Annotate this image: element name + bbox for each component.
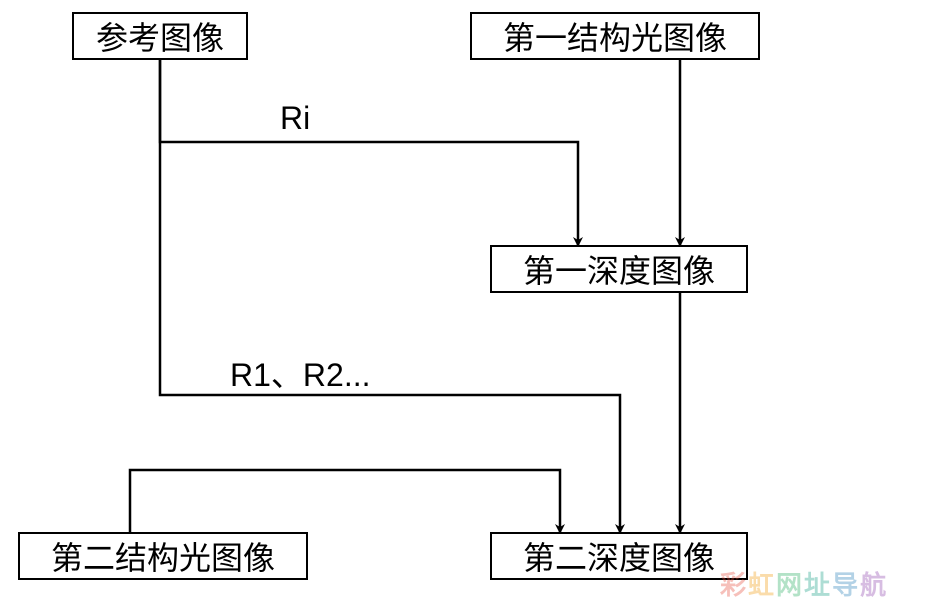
node-ref: 参考图像 <box>72 12 248 60</box>
edges-layer <box>0 0 945 602</box>
edge-label-ri: Ri <box>280 100 310 137</box>
node-sl2-label: 第二结构光图像 <box>51 533 275 579</box>
watermark-char-2: 网 <box>776 570 804 600</box>
node-sl1-label: 第一结构光图像 <box>503 13 727 59</box>
node-depth2-label: 第二深度图像 <box>523 533 715 579</box>
node-depth1: 第一深度图像 <box>490 245 748 293</box>
edge-label-r12: R1、R2... <box>230 350 371 396</box>
node-ref-label: 参考图像 <box>96 13 224 59</box>
node-depth2: 第二深度图像 <box>490 532 748 580</box>
watermark-char-4: 导 <box>832 570 860 600</box>
watermark-char-3: 址 <box>804 570 832 600</box>
node-sl2: 第二结构光图像 <box>18 532 308 580</box>
watermark-char-1: 虹 <box>748 570 776 600</box>
watermark-char-5: 航 <box>860 570 888 600</box>
node-sl1: 第一结构光图像 <box>470 12 760 60</box>
edge-ref-to-depth2 <box>160 60 620 532</box>
node-depth1-label: 第一深度图像 <box>523 246 715 292</box>
edge-ref-to-depth1 <box>160 60 578 245</box>
edge-sl2-to-depth2 <box>130 470 560 532</box>
